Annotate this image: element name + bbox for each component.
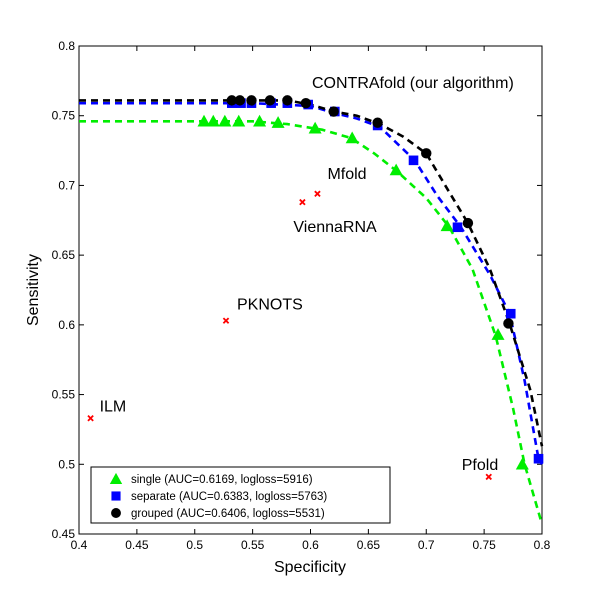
y-tick-label: 0.5 — [58, 457, 75, 471]
triangle-marker — [109, 472, 123, 484]
circle-marker — [421, 148, 432, 159]
method-label: Pfold — [462, 457, 498, 474]
legend-entry: separate (AUC=0.6383, logloss=5763) — [131, 491, 327, 503]
square-marker — [533, 453, 544, 464]
triangle-marker — [308, 121, 322, 134]
y-tick-label: 0.65 — [52, 248, 76, 262]
circle-marker — [234, 95, 246, 106]
circle-marker — [300, 97, 312, 109]
triangle-marker — [271, 116, 285, 128]
triangle-marker — [515, 457, 529, 470]
y-tick-label: 0.8 — [58, 39, 75, 53]
triangle-marker — [197, 114, 211, 127]
legend: single (AUC=0.6169, logloss=5916) separat… — [90, 466, 391, 524]
square-marker — [111, 491, 121, 501]
x-tick-label: 0.8 — [534, 538, 551, 552]
x-tick-label: 0.55 — [241, 538, 265, 552]
circle-marker — [111, 508, 121, 518]
x-marker — [222, 317, 230, 324]
x-tick-label: 0.75 — [472, 538, 496, 552]
square-marker — [408, 155, 419, 166]
x-marker — [299, 198, 306, 206]
y-tick-label: 0.45 — [52, 527, 76, 541]
y-tick-label: 0.6 — [58, 318, 75, 332]
circle-marker — [226, 95, 237, 106]
y-tick-label: 0.55 — [52, 388, 76, 402]
x-tick-label: 0.5 — [186, 538, 203, 552]
series-markers — [197, 95, 544, 470]
circle-marker — [328, 106, 339, 117]
x-marker — [87, 415, 94, 422]
x-axis-title: Specificity — [274, 559, 346, 576]
circle-marker — [264, 95, 276, 106]
x-tick-label: 0.45 — [125, 538, 149, 552]
series-curve — [79, 99, 544, 447]
circle-marker — [462, 217, 474, 229]
method-label: ViennaRNA — [293, 219, 377, 236]
x-marker — [314, 190, 321, 198]
x-tick-label: 0.4 — [71, 538, 88, 552]
x-tick-label: 0.65 — [357, 538, 381, 552]
x-tick-label: 0.7 — [418, 538, 435, 552]
y-tick-label: 0.75 — [52, 109, 76, 123]
triangle-marker — [253, 114, 267, 127]
legend-entry: grouped (AUC=0.6406, logloss=5531) — [131, 508, 325, 520]
x-tick-label: 0.6 — [302, 538, 319, 552]
triangle-marker — [440, 219, 454, 232]
square-marker — [505, 308, 516, 319]
circle-marker — [282, 95, 293, 106]
method-label: ILM — [100, 398, 127, 415]
x-marker — [485, 473, 492, 481]
triangle-marker — [345, 131, 359, 144]
triangle-marker — [218, 114, 232, 127]
y-tick-label: 0.7 — [58, 178, 75, 192]
curve-annotation: CONTRAfold (our algorithm) — [312, 75, 514, 92]
square-marker — [452, 222, 463, 233]
legend-box — [90, 466, 391, 524]
triangle-marker — [232, 114, 246, 127]
circle-marker — [372, 117, 383, 128]
circle-marker — [246, 95, 257, 106]
circle-marker — [503, 318, 514, 329]
triangle-marker — [389, 163, 403, 176]
method-label: Mfold — [327, 166, 366, 183]
other-methods: Mfold ViennaRNA PKNOTS ILM Pfold — [87, 166, 498, 481]
triangle-marker — [206, 114, 220, 127]
method-label: PKNOTS — [237, 297, 303, 314]
legend-entry: single (AUC=0.6169, logloss=5916) — [131, 474, 313, 486]
triangle-marker — [491, 328, 505, 340]
axis-ticks: 0.4 0.45 0.5 0.55 0.6 0.65 0.7 0.75 0.80.450.50.… — [52, 39, 551, 552]
y-axis-title: Sensitivity — [25, 254, 42, 326]
